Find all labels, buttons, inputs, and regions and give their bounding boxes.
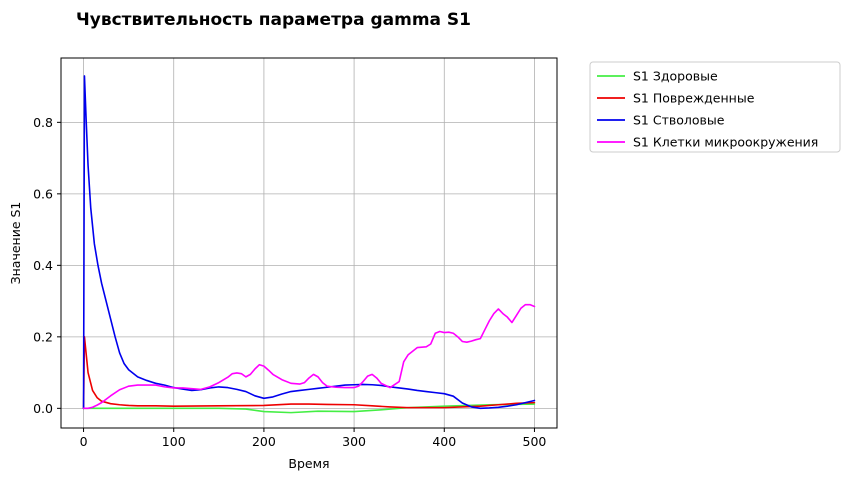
x-tick-label: 500 bbox=[523, 434, 547, 449]
y-tick-label: 0.0 bbox=[33, 401, 53, 416]
grid bbox=[61, 58, 557, 428]
y-axis-label: Значение S1 bbox=[8, 202, 23, 285]
series-line-2 bbox=[82, 336, 536, 410]
y-tick-label: 0.4 bbox=[33, 258, 53, 273]
series-line-1 bbox=[82, 403, 536, 414]
series-line-3 bbox=[82, 75, 536, 410]
x-axis: 0 100 200 300 400 500 bbox=[80, 428, 547, 449]
x-tick-label: 300 bbox=[342, 434, 366, 449]
x-tick-label: 200 bbox=[252, 434, 276, 449]
y-tick-label: 0.6 bbox=[33, 186, 53, 201]
legend-label-3: S1 Стволовые bbox=[633, 113, 725, 128]
x-tick-label: 100 bbox=[162, 434, 186, 449]
x-tick-label: 400 bbox=[432, 434, 456, 449]
legend-label-4: S1 Клетки микроокружения bbox=[633, 135, 818, 150]
legend-label-1: S1 Здоровые bbox=[633, 69, 718, 84]
legend-box bbox=[589, 61, 841, 153]
series-group bbox=[82, 75, 536, 414]
y-axis: 0.0 0.2 0.4 0.6 0.8 bbox=[33, 115, 61, 416]
x-axis-label: Время bbox=[288, 456, 329, 471]
chart-title: Чувствительность параметра gamma S1 bbox=[76, 10, 471, 30]
y-tick-label: 0.2 bbox=[33, 329, 53, 344]
series-line-4 bbox=[82, 303, 536, 410]
legend-label-2: S1 Поврежденные bbox=[633, 91, 755, 106]
x-tick-label: 0 bbox=[80, 434, 88, 449]
legend: S1 Здоровые S1 Поврежденные S1 Стволовые S1… bbox=[589, 61, 841, 153]
y-tick-label: 0.8 bbox=[33, 115, 53, 130]
plot-frame bbox=[60, 57, 558, 429]
